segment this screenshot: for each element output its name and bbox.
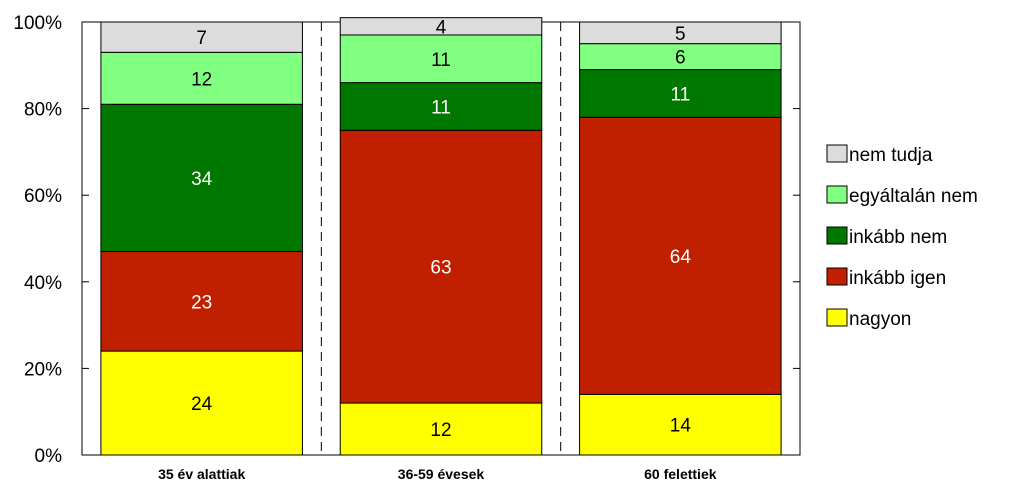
data-label: 23: [191, 292, 212, 313]
legend-label: egyáltalán nem: [849, 186, 978, 207]
bar-segment: [579, 43, 782, 71]
legend: nem tudja egyáltalán nem inkább nem inkább …: [826, 144, 978, 330]
legend-swatch: [826, 267, 848, 286]
bar-segment: [339, 82, 543, 131]
data-label: 11: [431, 50, 451, 71]
data-label: 14: [670, 416, 692, 437]
bar-segment: [100, 51, 303, 105]
data-label: 11: [670, 84, 690, 105]
legend-label: nem tudja: [849, 145, 933, 166]
legend-label: inkább nem: [849, 227, 947, 248]
y-tick-label: 20%: [24, 359, 62, 380]
data-label: 5: [675, 24, 686, 45]
bar-segment: [579, 393, 782, 456]
bar-segment: [579, 21, 782, 45]
data-label: 12: [430, 420, 451, 441]
bar-segment: [339, 34, 543, 84]
legend-swatch: [826, 144, 848, 163]
y-tick-label: 40%: [24, 273, 62, 294]
data-label: 34: [191, 169, 213, 190]
data-label: 24: [191, 394, 213, 415]
bar-segment: [579, 69, 782, 118]
bar-segment: [339, 17, 543, 36]
legend-label: nagyon: [849, 309, 911, 330]
x-category-label: 60 felettiek: [644, 466, 717, 482]
y-tick-label: 60%: [24, 186, 62, 207]
data-label: 11: [431, 97, 451, 118]
legend-swatch: [826, 308, 848, 327]
bar-segment: [100, 350, 303, 456]
data-label: 7: [196, 28, 207, 49]
data-label: 12: [191, 69, 212, 90]
x-category-label: 35 év alattiak: [158, 466, 245, 482]
y-tick-label: 80%: [24, 100, 62, 121]
bar-segment: [339, 402, 543, 456]
bar-segment: [339, 129, 543, 404]
legend-label: inkább igen: [849, 268, 946, 289]
bar-segment: [100, 250, 303, 352]
x-category-label: 36-59 évesek: [398, 466, 485, 482]
data-label: 6: [675, 48, 686, 69]
data-label: 4: [436, 17, 447, 38]
bar-segment: [100, 21, 303, 53]
legend-swatch: [826, 226, 848, 245]
data-label: 64: [670, 247, 692, 268]
plot-area: 24 23 34 12 7 12 63 11 11 4 14 64 11 6 5: [81, 17, 801, 456]
bar-segment: [100, 103, 303, 252]
legend-swatch: [826, 185, 848, 204]
y-axis: 0% 20% 40% 60% 80% 100%: [13, 13, 800, 467]
bar-segment: [579, 116, 782, 395]
y-tick-label: 100%: [13, 13, 62, 34]
x-axis: 35 év alattiak 36-59 évesek 60 felettiek: [158, 466, 717, 482]
y-tick-label: 0%: [35, 446, 63, 467]
data-label: 63: [430, 258, 451, 279]
